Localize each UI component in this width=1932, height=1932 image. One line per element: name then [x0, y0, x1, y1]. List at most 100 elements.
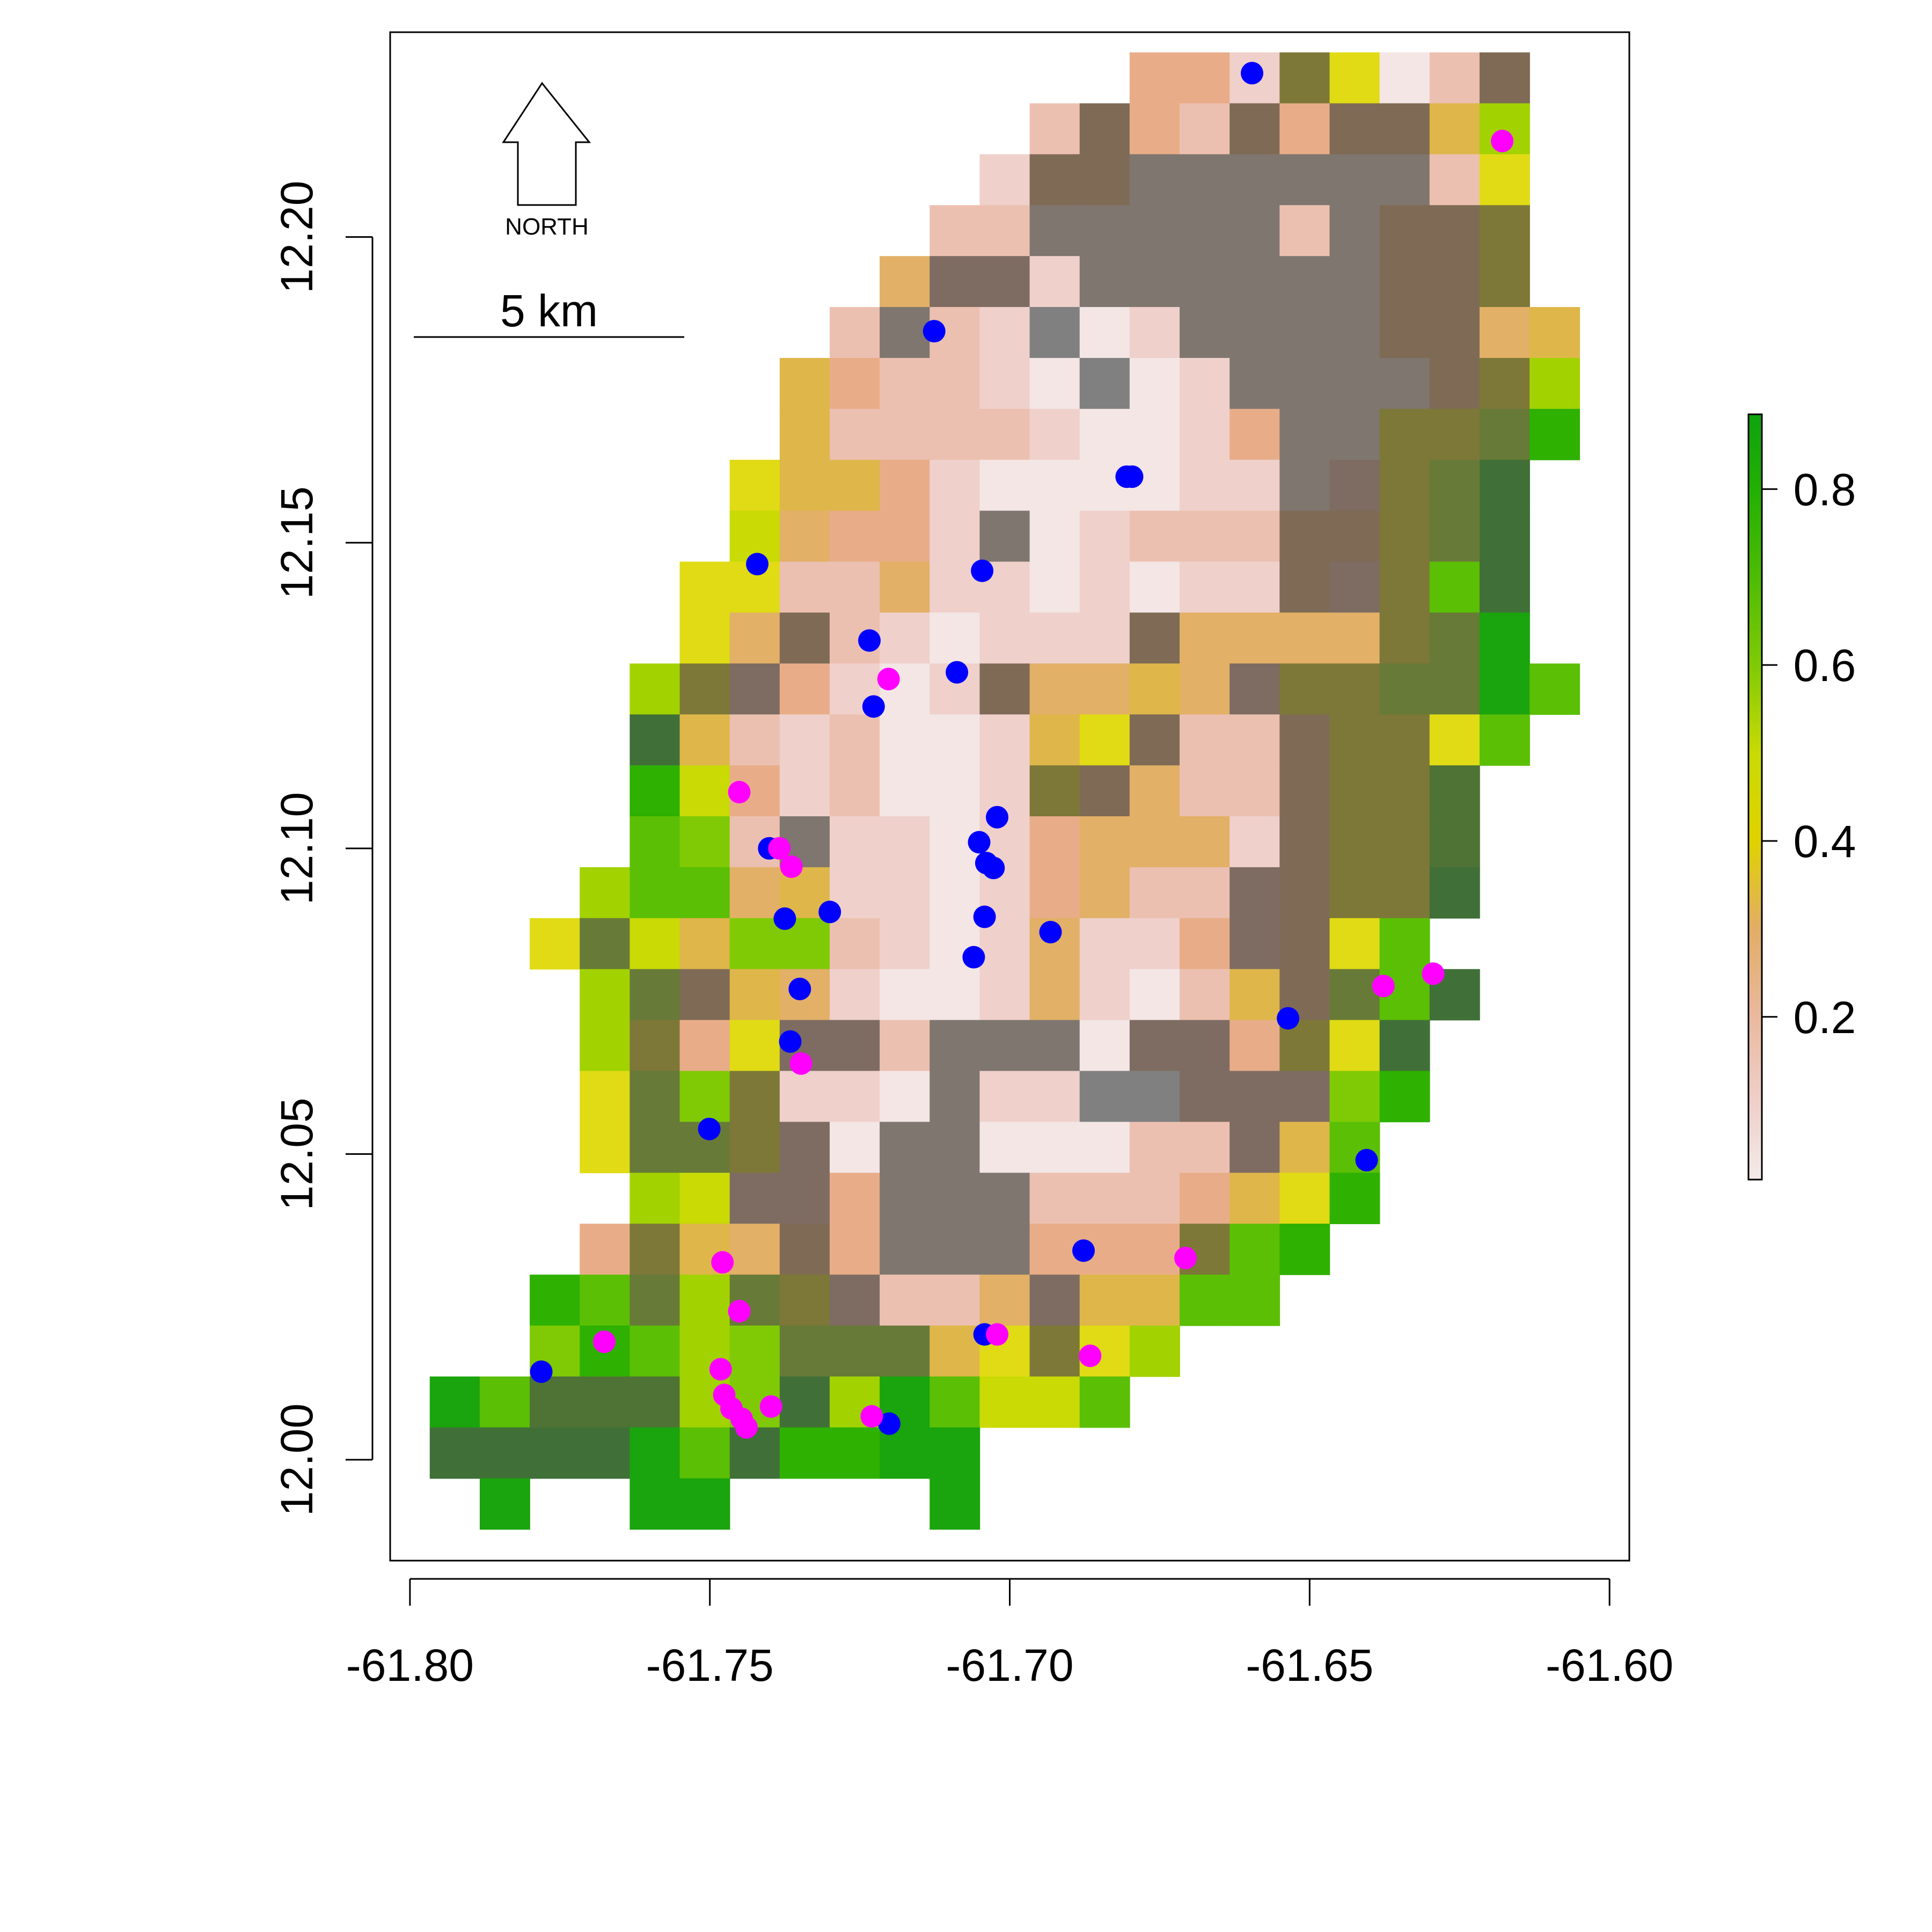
raster-cell [829, 1071, 880, 1123]
raster-cell [1180, 459, 1230, 511]
colorbar: 0.2 0.4 0.6 0.8 [1747, 413, 1856, 1181]
raster-cell [1230, 918, 1280, 970]
raster-cell [1230, 765, 1280, 817]
points-layer [530, 62, 1514, 1439]
raster-cell [1230, 510, 1280, 562]
raster-cell [779, 1224, 830, 1275]
magenta-point [1079, 1344, 1102, 1367]
magenta-point [986, 1323, 1008, 1346]
raster-cell [930, 1020, 980, 1072]
magenta-point [768, 837, 791, 860]
raster-cell [1029, 154, 1080, 206]
raster-cell [1129, 1325, 1180, 1377]
raster-cell [1429, 459, 1480, 511]
blue-point [971, 559, 994, 582]
magenta-point [780, 855, 803, 878]
raster-cell [1129, 969, 1180, 1021]
raster-cell [1329, 816, 1380, 868]
raster-cell [979, 205, 1030, 257]
raster-cell [1329, 52, 1380, 104]
raster-cell [1279, 408, 1330, 460]
raster-cell [1180, 867, 1230, 919]
raster-cell [1379, 205, 1430, 257]
raster-cell [1329, 103, 1380, 155]
raster-cell [829, 969, 880, 1021]
raster-cell [1029, 1376, 1080, 1428]
north-label: NORTH [505, 214, 589, 240]
colorbar-tick-label: 0.4 [1794, 816, 1856, 867]
raster-cell [580, 969, 631, 1021]
raster-cell [1279, 918, 1330, 970]
scale-bar-label: 5 km [500, 286, 598, 336]
raster-cell [1230, 1224, 1280, 1275]
raster-cell [1079, 612, 1130, 664]
raster-cell [1329, 510, 1380, 562]
raster-cell [479, 1478, 530, 1530]
raster-cell [1279, 103, 1330, 155]
raster-cell [1129, 561, 1180, 613]
raster-cell [1029, 459, 1080, 511]
raster-cell [429, 1427, 480, 1479]
raster-cell [979, 1376, 1030, 1428]
raster-cell [779, 459, 830, 511]
raster-cell [1180, 103, 1230, 155]
raster-cell [880, 561, 931, 613]
raster-cell [779, 510, 830, 562]
raster-cell [1329, 918, 1380, 970]
raster-cell [829, 1122, 880, 1174]
raster-cell [1029, 1275, 1080, 1326]
raster-cell [729, 1224, 780, 1275]
raster-cell [679, 867, 730, 919]
raster-cell [1329, 459, 1380, 511]
raster-cell [1230, 1173, 1280, 1224]
raster-cell [979, 612, 1030, 664]
raster-cell [1479, 256, 1530, 308]
raster-cell [1429, 816, 1480, 868]
raster-cell [1479, 205, 1530, 257]
raster-cell [479, 1376, 530, 1428]
raster-cell [979, 1122, 1030, 1174]
raster-cell [1329, 1020, 1380, 1072]
raster-cell [1429, 357, 1480, 409]
raster-cell [1329, 867, 1380, 919]
raster-cell [930, 1478, 980, 1530]
raster-cell [779, 357, 830, 409]
raster-cell [979, 1224, 1030, 1275]
raster-cell [1279, 510, 1330, 562]
raster-cell [829, 357, 880, 409]
raster-cell [880, 918, 931, 970]
raster-cell [1479, 154, 1530, 206]
raster-cell [1230, 154, 1280, 206]
raster-cell [930, 1122, 980, 1174]
raster-cell [979, 765, 1030, 817]
raster-cell [1529, 357, 1580, 409]
raster-cell [1129, 1122, 1180, 1174]
raster-cell [880, 408, 931, 460]
raster-cell [630, 714, 680, 766]
raster-cell [1279, 1122, 1330, 1174]
blue-point [973, 905, 996, 928]
raster-cell [1129, 205, 1180, 257]
raster-cell [1429, 867, 1480, 919]
raster-cell [979, 1071, 1030, 1123]
raster-cell [1129, 1020, 1180, 1072]
raster-cell [1129, 357, 1180, 409]
raster-cell [679, 1478, 730, 1530]
raster-cell [580, 1122, 631, 1174]
blue-point [982, 857, 1005, 880]
raster-cell [880, 357, 931, 409]
raster-cell [880, 816, 931, 868]
raster-cell [1329, 408, 1380, 460]
raster-cell [1379, 714, 1430, 766]
raster-cell [880, 1122, 931, 1174]
raster-cell [1129, 612, 1180, 664]
raster-cell [1079, 1071, 1130, 1123]
magenta-point [711, 1251, 734, 1274]
raster-cell [829, 1020, 880, 1072]
raster-cell [829, 1224, 880, 1275]
raster-cell [630, 1376, 680, 1428]
raster-cell [1129, 1173, 1180, 1224]
raster-cell [1429, 714, 1480, 766]
raster-cell [1029, 867, 1080, 919]
raster-cell [1429, 561, 1480, 613]
